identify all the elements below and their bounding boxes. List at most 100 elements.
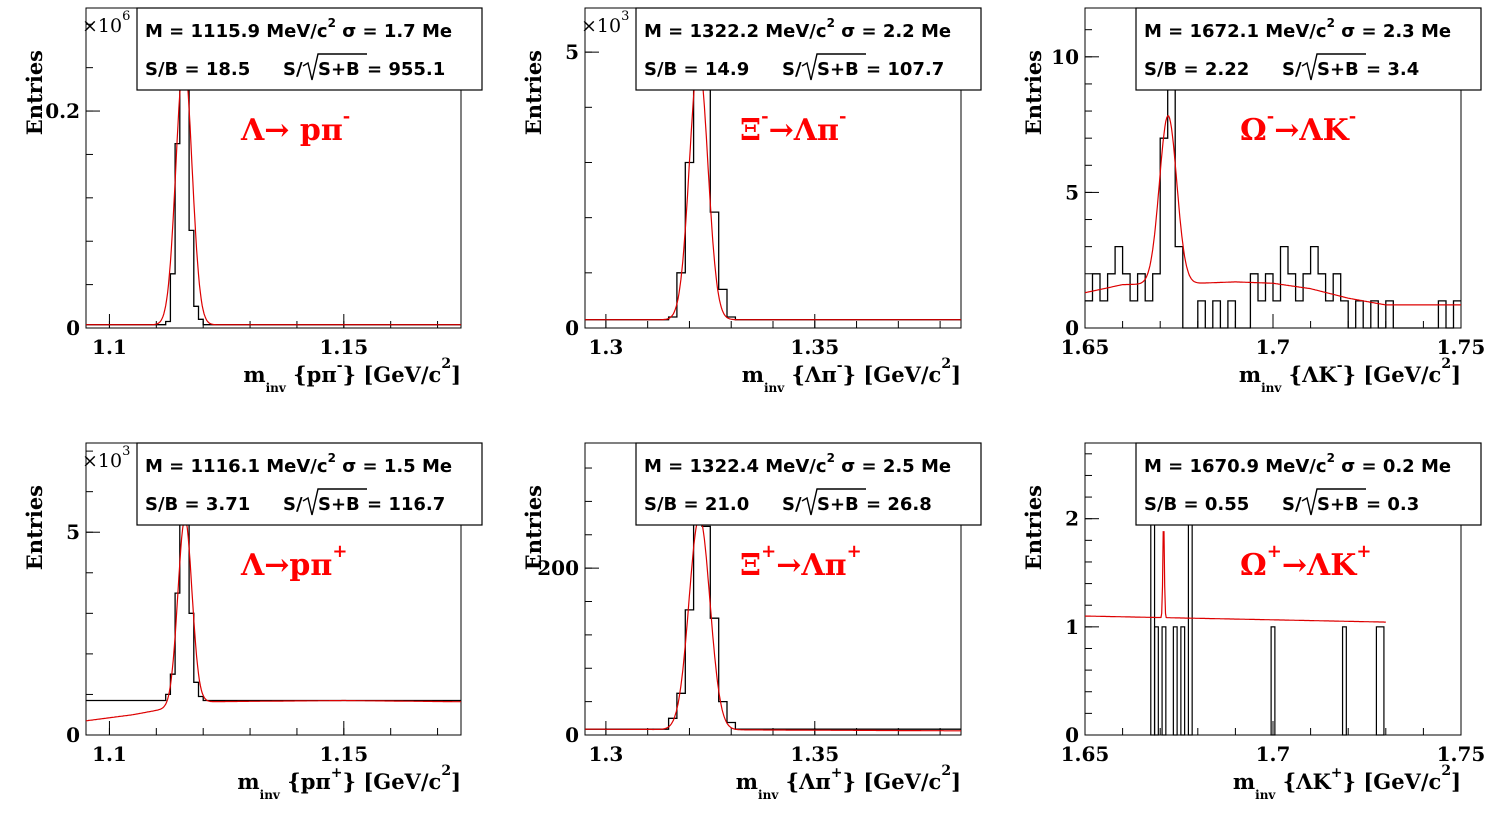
x-tick-label: 1.7 [1256,742,1291,766]
x-tick-label: 1.35 [790,335,839,359]
panel-4: 0 5 1.1 1.15 ×103 Entries minv {pπ+} [GeV/c2] M… [22,442,483,802]
y-axis-title: Entries [1021,50,1046,135]
y-axis-title: Entries [1021,485,1046,570]
stats-significance-prefix: S/ [283,59,303,80]
y-exponent-label: ×106 [82,9,130,37]
fit-curve [1084,115,1461,306]
fit-curve [86,58,461,326]
stats-sb-ratio: S/B = 18.5 [145,59,250,80]
stats-mass-sigma: M = 1322.2 MeV/c2 σ = 2.2 Me [644,16,951,42]
stats-sb-ratio: S/B = 21.0 [644,494,749,515]
stats-sb-ratio: S/B = 0.55 [1144,494,1249,515]
x-axis-title: minv {pπ+} [GeV/c2] [237,763,461,802]
x-tick-label: 1.1 [92,742,127,766]
stats-significance-prefix: S/ [1282,59,1302,80]
x-axis-title: minv {Λπ+} [GeV/c2] [736,763,961,802]
histogram-bin [1161,626,1167,736]
fit-curve [585,516,961,732]
stats-significance-prefix: S/ [1282,494,1302,515]
y-axis-title: Entries [521,50,546,135]
x-axis-title: minv {ΛK-} [GeV/c2] [1239,356,1461,395]
y-tick-label: 0 [1065,723,1079,747]
y-tick-label: 0 [565,316,579,340]
panel-3: 0 5 10 1.65 1.7 1.75 Entries minv {ΛK-} [GeV/c2… [1021,7,1486,395]
stats-significance-value: = 955.1 [367,59,445,80]
stats-mass-sigma: M = 1670.9 MeV/c2 σ = 0.2 Me [1144,451,1451,477]
stats-box-border [1135,7,1482,91]
y-tick-label: 0 [66,316,80,340]
stats-box-border [635,7,982,91]
y-tick-label: 5 [1065,180,1079,204]
stats-significance-radicand: S+B [1317,494,1359,515]
histogram-bin [1341,626,1347,736]
x-tick-label: 1.1 [92,335,127,359]
x-tick-label: 1.65 [1061,742,1110,766]
x-tick-label: 1.75 [1437,335,1486,359]
stats-significance-prefix: S/ [782,494,802,515]
y-axis-title: Entries [22,485,47,570]
x-tick-label: 1.3 [588,335,623,359]
y-tick-label: 1 [1065,615,1079,639]
y-tick-label: 0.2 [45,99,80,123]
histogram-bin [1270,626,1276,736]
stats-significance-value: = 107.7 [866,59,944,80]
panel-5: 0 200 1.3 1.35 Entries minv {Λπ+} [GeV/c2] M =… [521,442,982,802]
decay-label: Λ→pπ+ [240,541,347,583]
stats-significance-radicand: S+B [817,59,859,80]
stats-box: M = 1670.9 MeV/c2 σ = 0.2 Me S/B = 0.55 S/… [1135,442,1482,526]
sqrt-symbol [1301,53,1366,81]
histogram-bin [1187,518,1193,736]
y-tick-label: 0 [1065,316,1079,340]
sqrt-symbol [302,53,367,81]
y-tick-label: 2 [1065,507,1079,531]
histogram-bin [1172,626,1178,736]
stats-box-border [136,442,483,526]
stats-significance-value: = 0.3 [1366,494,1419,515]
x-axis-title: minv {pπ-} [GeV/c2] [243,356,461,395]
y-tick-label: 10 [1051,45,1079,69]
sqrt-symbol [801,53,866,81]
y-tick-label: 5 [565,40,579,64]
x-tick-label: 1.65 [1061,335,1110,359]
histogram-bin [1153,626,1159,736]
stats-significance-radicand: S+B [817,494,859,515]
y-exponent-label: ×103 [82,444,130,472]
stats-box-border [136,7,483,91]
fit-curve [585,59,961,321]
y-tick-label: 5 [66,520,80,544]
histogram-outline [86,511,461,702]
y-tick-label: 0 [66,723,80,747]
stats-significance-prefix: S/ [782,59,802,80]
x-tick-label: 1.15 [319,335,368,359]
stats-sb-ratio: S/B = 2.22 [1144,59,1249,80]
decay-label: Λ→ pπ- [240,106,350,148]
panel-2: 0 5 1.3 1.35 ×103 Entries minv {Λπ-} [GeV/c2] M… [521,7,982,395]
histogram-outline [585,500,961,730]
x-tick-label: 1.15 [319,742,368,766]
stats-box-border [1135,442,1482,526]
stats-sb-ratio: S/B = 14.9 [644,59,749,80]
stats-mass-sigma: M = 1672.1 MeV/c2 σ = 2.3 Me [1144,16,1451,42]
stats-box: M = 1116.1 MeV/c2 σ = 1.5 Me S/B = 3.71 S/… [136,442,483,526]
decay-label: Ω-→ΛK- [1240,106,1356,148]
stats-significance-prefix: S/ [283,494,303,515]
histogram-outline [1085,83,1461,329]
y-exponent-label: ×103 [581,9,629,37]
x-axis-title: minv {Λπ-} [GeV/c2] [742,356,961,395]
x-tick-label: 1.7 [1256,335,1291,359]
stats-box: M = 1672.1 MeV/c2 σ = 2.3 Me S/B = 2.22 S/… [1135,7,1482,91]
fit-curve [85,518,461,722]
y-axis-title: Entries [521,485,546,570]
stats-mass-sigma: M = 1322.4 MeV/c2 σ = 2.5 Me [644,451,951,477]
stats-significance-value: = 26.8 [866,494,932,515]
y-tick-label: 200 [537,556,579,580]
stats-sb-ratio: S/B = 3.71 [145,494,250,515]
stats-significance-radicand: S+B [1317,59,1359,80]
stats-box: M = 1322.2 MeV/c2 σ = 2.2 Me S/B = 14.9 S/… [635,7,982,91]
x-tick-label: 1.35 [790,742,839,766]
stats-box-border [635,442,982,526]
decay-label: Ω+→ΛK+ [1240,541,1371,583]
sqrt-symbol [1301,488,1366,516]
